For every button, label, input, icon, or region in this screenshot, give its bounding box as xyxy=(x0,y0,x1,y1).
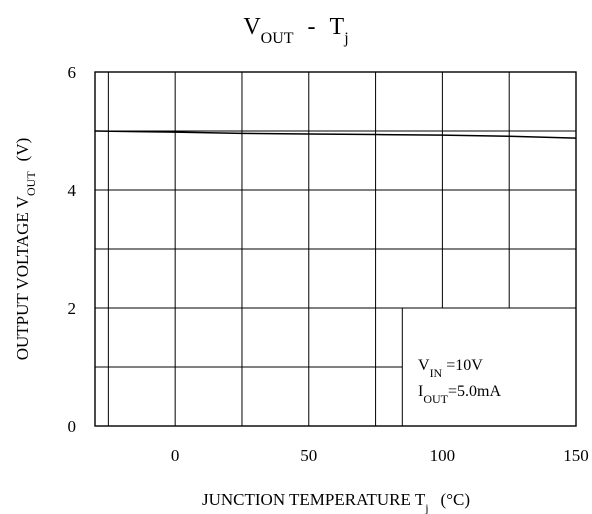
y-tick-label-1: 2 xyxy=(68,299,77,318)
chart-title: VOUT - Tj xyxy=(243,14,348,47)
x-tick-label-0: 0 xyxy=(171,446,180,465)
series xyxy=(94,130,577,139)
y-tick-label-0: 0 xyxy=(68,417,77,436)
x-tick-label-3: 150 xyxy=(563,446,589,465)
series-line-0 xyxy=(94,130,577,139)
annotation-vin: VIN =10V xyxy=(418,357,483,380)
annotation-iout: IOUT=5.0mA xyxy=(418,383,501,406)
plot-frame xyxy=(94,71,577,427)
annotation-box xyxy=(401,307,577,427)
annotation-box-rect xyxy=(401,307,577,427)
y-tick-labels: 0 2 4 6 xyxy=(68,63,77,436)
y-tick-label-2: 4 xyxy=(68,181,77,200)
y-tick-label-3: 6 xyxy=(68,63,77,82)
grid xyxy=(95,72,576,426)
y-axis-label: OUTPUT VOLTAGE VOUT(V) xyxy=(13,138,38,361)
x-tick-labels: 0 50 100 150 xyxy=(171,446,589,465)
x-tick-label-2: 100 xyxy=(430,446,456,465)
x-tick-label-1: 50 xyxy=(300,446,317,465)
x-axis-label: JUNCTION TEMPERATURE Tj (°C) xyxy=(202,490,470,514)
